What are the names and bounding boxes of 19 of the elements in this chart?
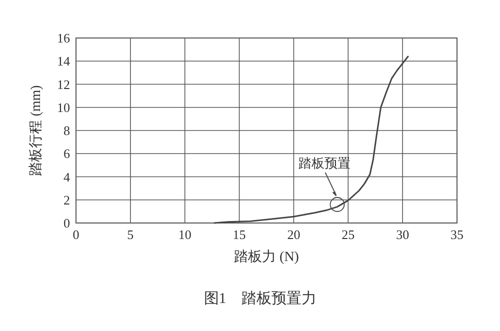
caption: 图1 踏板预置力: [204, 290, 316, 307]
x-axis-title: 踏板力 (N): [234, 249, 300, 265]
y-tick-label: 10: [57, 100, 70, 115]
x-tick-label: 15: [232, 227, 246, 242]
x-tick-label: 10: [178, 227, 192, 242]
y-tick-label: 16: [57, 30, 70, 46]
x-tick-label: 35: [450, 227, 464, 242]
y-tick-label: 4: [64, 169, 70, 184]
x-tick-label: 25: [342, 227, 355, 242]
y-tick-label: 12: [57, 76, 70, 92]
y-tick-label: 8: [64, 123, 70, 138]
x-tick-label: 30: [396, 227, 410, 242]
y-tick-label: 2: [64, 192, 70, 208]
y-tick-label: 0: [64, 216, 70, 230]
y-tick-label: 6: [64, 146, 70, 162]
y-tick-label: 14: [57, 54, 70, 69]
y-axis-title: 踏板行程 (mm): [28, 84, 44, 176]
x-tick-label: 20: [287, 227, 300, 242]
x-tick-label: 5: [127, 227, 134, 242]
